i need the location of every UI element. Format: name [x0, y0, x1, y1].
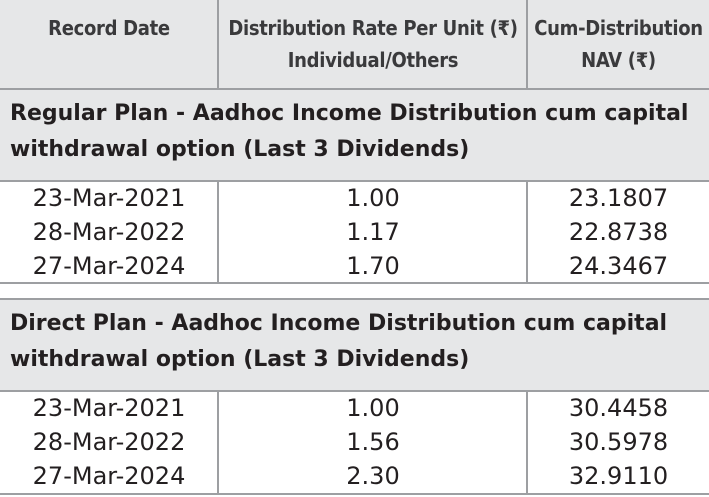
header-record-date-label: Record Date — [48, 16, 170, 40]
record-date-cell: 23-Mar-2021 — [32, 394, 186, 422]
column-divider — [526, 391, 528, 493]
column-divider — [526, 0, 528, 90]
header-nav-line1: Cum-Distribution — [534, 16, 703, 40]
record-date-cell: 27-Mar-2024 — [32, 252, 186, 280]
section-title-line1: Direct Plan - Aadhoc Income Distribution… — [10, 311, 668, 336]
header-distribution-rate: Distribution Rate Per Unit (₹) Individua… — [219, 0, 527, 88]
section-header-direct-plan: Direct Plan - Aadhoc Income Distribution… — [0, 300, 709, 392]
table-row: 27-Mar-2024 2.30 32.9110 — [0, 459, 709, 493]
record-date-cell: 27-Mar-2024 — [32, 462, 186, 490]
column-divider — [217, 181, 219, 282]
header-nav-line2: NAV (₹) — [581, 48, 656, 72]
section-title: Regular Plan - Aadhoc Income Distributio… — [10, 96, 701, 168]
record-date-cell: 28-Mar-2022 — [32, 218, 186, 246]
nav-cell: 30.4458 — [568, 394, 669, 422]
header-record-date: Record Date — [0, 0, 218, 88]
distribution-rate-cell: 1.00 — [346, 394, 400, 422]
table-row: 27-Mar-2024 1.70 24.3467 — [0, 249, 709, 283]
header-distribution-rate-line1: Distribution Rate Per Unit (₹) — [228, 16, 518, 40]
column-divider — [217, 0, 219, 90]
nav-cell: 24.3467 — [568, 252, 669, 280]
table-header: Record Date Distribution Rate Per Unit (… — [0, 0, 709, 90]
distribution-rate-cell: 1.17 — [346, 218, 400, 246]
nav-cell: 30.5978 — [568, 428, 669, 456]
section-title-line2: withdrawal option (Last 3 Dividends) — [10, 347, 470, 372]
table-row: 28-Mar-2022 1.56 30.5978 — [0, 425, 709, 459]
record-date-cell: 28-Mar-2022 — [32, 428, 186, 456]
section-title: Direct Plan - Aadhoc Income Distribution… — [10, 306, 701, 378]
table-bottom-border — [0, 493, 709, 495]
column-divider — [526, 181, 528, 282]
header-distribution-rate-line2: Individual/Others — [287, 48, 459, 72]
section-title-line1: Regular Plan - Aadhoc Income Distributio… — [10, 101, 689, 126]
section-top-border — [0, 298, 709, 300]
distribution-rate-cell: 1.56 — [346, 428, 400, 456]
record-date-cell: 23-Mar-2021 — [32, 184, 186, 212]
table-row: 23-Mar-2021 1.00 23.1807 — [0, 181, 709, 215]
section-header-regular-plan: Regular Plan - Aadhoc Income Distributio… — [0, 90, 709, 182]
section-title-line2: withdrawal option (Last 3 Dividends) — [10, 137, 470, 162]
column-divider — [217, 391, 219, 493]
section-bottom-border — [0, 282, 709, 284]
distribution-rate-cell: 2.30 — [346, 462, 400, 490]
nav-cell: 22.8738 — [568, 218, 669, 246]
distribution-rate-cell: 1.00 — [346, 184, 400, 212]
distribution-rate-cell: 1.70 — [346, 252, 400, 280]
nav-cell: 32.9110 — [568, 462, 669, 490]
header-cum-distribution-nav: Cum-Distribution NAV (₹) — [528, 0, 709, 88]
table-row: 23-Mar-2021 1.00 30.4458 — [0, 391, 709, 425]
table-row: 28-Mar-2022 1.17 22.8738 — [0, 215, 709, 249]
nav-cell: 23.1807 — [568, 184, 669, 212]
